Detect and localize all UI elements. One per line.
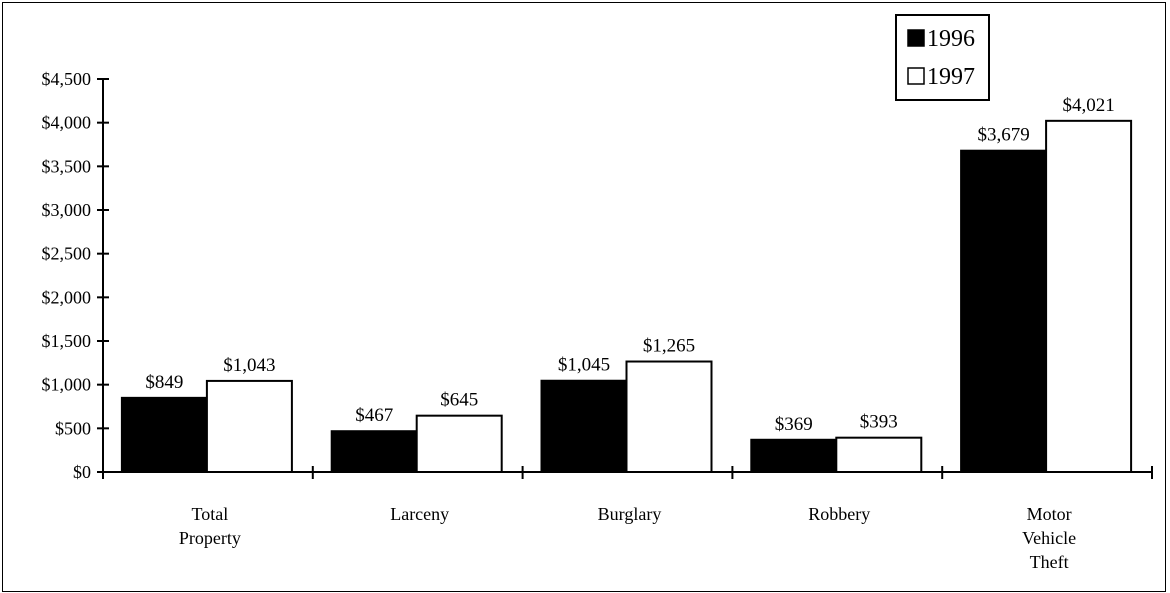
data-labels: $849 $1,043 $467 $645 $1,045 $1,265 $369 $393 $3… xyxy=(145,95,1114,435)
bar-1997 xyxy=(1045,119,1133,473)
data-label-1997: $645 xyxy=(440,390,478,411)
data-label-1996: $849 xyxy=(145,372,183,393)
legend-box xyxy=(895,14,990,101)
bar-1997 xyxy=(415,414,503,474)
y-tick-label: $1,500 xyxy=(42,331,92,351)
data-label-1996: $369 xyxy=(775,414,813,435)
y-tick-label: $500 xyxy=(55,418,91,438)
bar-1996 xyxy=(960,149,1048,474)
y-tick-label: $4,000 xyxy=(42,113,92,133)
x-category-label: Larceny xyxy=(390,504,449,524)
x-category-label: Total Property xyxy=(179,504,241,548)
bar-1997 xyxy=(835,436,923,474)
data-label-1997: $1,043 xyxy=(223,355,275,376)
data-label-1997: $4,021 xyxy=(1062,95,1114,116)
y-tick-label: $0 xyxy=(73,462,91,482)
bars xyxy=(120,119,1133,474)
data-label-1997: $393 xyxy=(860,412,898,433)
y-tick-label: $2,500 xyxy=(42,244,92,264)
data-label-1996: $3,679 xyxy=(977,125,1029,146)
bar-1996 xyxy=(750,438,838,473)
y-tick-label: $2,000 xyxy=(42,287,92,307)
y-tick-label: $1,000 xyxy=(42,375,92,395)
x-category-label: Robbery xyxy=(808,504,870,524)
legend-label-1996: 1996 xyxy=(927,26,975,52)
x-category-label: Motor Vehicle Theft xyxy=(1022,504,1076,572)
legend-swatch-1996 xyxy=(907,29,925,47)
bar-1996 xyxy=(120,396,208,474)
bar-1996 xyxy=(540,379,628,473)
legend-item-1996: 1996 xyxy=(907,26,975,52)
legend-label-1997: 1997 xyxy=(927,64,975,90)
legend: 1996 1997 xyxy=(895,14,990,101)
bar-1996 xyxy=(330,430,418,473)
legend-swatch-1997 xyxy=(907,67,925,85)
axes: $0 $500 $1,000 $1,500 $2,000 $2,500 $3,000 $3,5… xyxy=(42,69,1153,572)
legend-item-1997: 1997 xyxy=(907,64,975,90)
y-tick-label: $3,500 xyxy=(42,156,92,176)
y-tick-label: $4,500 xyxy=(42,69,92,89)
data-label-1997: $1,265 xyxy=(643,336,695,357)
bar-1997 xyxy=(205,379,293,474)
bar-1997 xyxy=(625,360,713,474)
data-label-1996: $1,045 xyxy=(558,355,610,376)
data-label-1996: $467 xyxy=(355,405,393,426)
y-tick-label: $3,000 xyxy=(42,200,92,220)
x-category-label: Burglary xyxy=(598,504,662,524)
